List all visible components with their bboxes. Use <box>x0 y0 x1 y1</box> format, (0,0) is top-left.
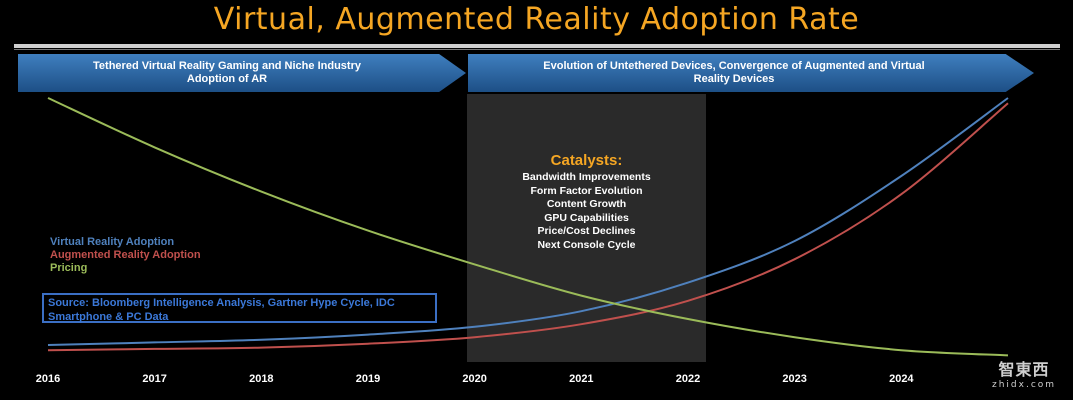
legend-item-vr: Virtual Reality Adoption <box>50 236 175 248</box>
chart-title: Virtual, Augmented Reality Adoption Rate <box>213 2 860 37</box>
phase-banner-line: Tethered Virtual Reality Gaming and Nich… <box>93 60 361 72</box>
x-tick-label: 2022 <box>676 373 700 385</box>
catalyst-item: GPU Capabilities <box>544 211 629 224</box>
catalyst-item: Content Growth <box>546 198 627 210</box>
x-tick-label: 2024 <box>889 373 914 385</box>
catalyst-period-shading <box>467 94 706 362</box>
x-tick-label: 2020 <box>462 373 486 385</box>
phase-banner-line: Adoption of AR <box>186 73 268 85</box>
source-note: Source: Bloomberg Intelligence Analysis,… <box>42 293 437 323</box>
x-tick-label: 2016 <box>36 373 60 385</box>
x-tick-label: 2018 <box>249 373 273 385</box>
series-layer <box>47 97 1009 357</box>
watermark-url: zhidx.com <box>992 380 1057 390</box>
phase-banner-tethered: Tethered Virtual Reality Gaming and Nich… <box>18 54 466 92</box>
catalyst-item: Bandwidth Improvements <box>522 171 651 183</box>
x-tick-label: 2023 <box>782 373 806 385</box>
phase-banner-line: Reality Devices <box>693 73 775 85</box>
series-line-vr <box>47 97 1009 346</box>
phase-banner-untethered: Evolution of Untethered Devices, Converg… <box>468 54 1034 92</box>
catalysts-box: Catalysts: Bandwidth Improvements Form F… <box>467 152 706 252</box>
catalyst-item: Price/Cost Declines <box>537 225 636 237</box>
phase-banner-line: Evolution of Untethered Devices, Converg… <box>543 60 925 72</box>
legend: Virtual Reality Adoption Augmented Reali… <box>50 236 201 275</box>
watermark-logo: 智東西 zhidx.com <box>992 356 1056 390</box>
x-tick-label: 2019 <box>356 373 380 385</box>
x-tick-label: 2017 <box>142 373 166 385</box>
series-line-pricing <box>47 97 1009 357</box>
title-divider <box>14 44 1060 48</box>
watermark-logo-text: 智東西 <box>998 360 1050 379</box>
series-line-ar <box>47 102 1009 352</box>
x-axis-ticks: 2016 2017 2018 2019 2020 2021 2022 2023 2024 <box>36 373 915 385</box>
catalyst-item: Form Factor Evolution <box>530 184 643 197</box>
catalysts-heading: Catalysts: <box>550 152 623 169</box>
catalyst-item: Next Console Cycle <box>537 238 636 251</box>
legend-item-ar: Augmented Reality Adoption <box>50 249 201 261</box>
title-divider-shadow <box>14 49 1060 50</box>
x-tick-label: 2021 <box>569 373 593 385</box>
legend-item-pricing: Pricing <box>50 262 88 274</box>
